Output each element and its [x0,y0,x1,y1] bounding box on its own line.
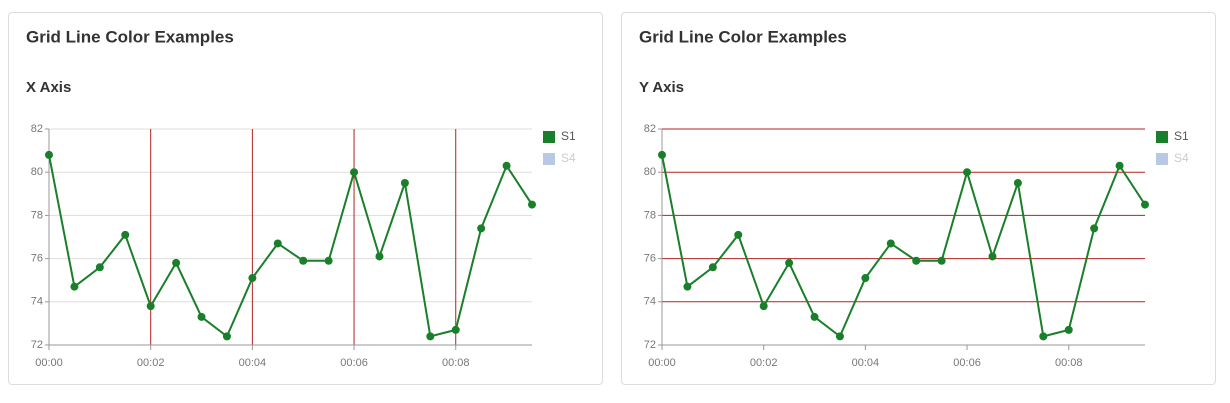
series-line [661,154,1146,338]
data-point [1141,200,1149,209]
data-point [835,332,844,341]
data-point [912,256,921,265]
data-point [1115,161,1124,170]
chart-title: Grid Line Color Examples [26,27,234,46]
data-point [1039,332,1048,341]
chart-card: Grid Line Color Examples X Axis 72 74 76 78 80… [8,12,603,385]
y-tick-label: 72 [31,339,43,351]
chart-subtitle: X Axis [26,79,71,96]
y-tick-label: 82 [644,123,656,135]
x-tick-label: 00:04 [852,357,880,369]
data-point [528,200,536,209]
data-point [477,224,486,233]
data-point [400,179,409,187]
legend-label: S1 [561,129,576,143]
data-point [785,258,794,267]
data-point [299,256,308,265]
data-point [426,332,435,341]
data-point [963,168,972,177]
data-point [451,325,460,334]
y-tick-label: 80 [31,166,43,178]
y-tick-label: 78 [31,209,43,221]
data-point [273,239,282,248]
data-point [375,252,384,261]
data-point [886,239,895,248]
y-tick-label: 74 [644,296,656,308]
x-tick-label: 00:02 [137,357,165,369]
data-point [658,150,666,159]
y-tick-label: 78 [644,209,656,221]
data-point [708,263,717,272]
data-point [324,256,333,265]
x-tick-label: 00:00 [648,357,676,369]
legend-swatch [1156,131,1168,143]
x-tick-label: 00:08 [1055,357,1083,369]
x-tick-label: 00:08 [442,357,470,369]
y-tick-label: 72 [644,339,656,351]
chart-subtitle: Y Axis [639,79,684,96]
x-tick-label: 00:06 [953,357,981,369]
y-tick-label: 82 [31,123,43,135]
data-point [734,230,743,239]
legend-label: S4 [1174,151,1189,165]
x-tick-label: 00:02 [750,357,778,369]
data-point [248,274,257,283]
y-tick-label: 76 [31,253,43,265]
data-point [350,168,359,177]
x-tick-label: 00:00 [35,357,63,369]
data-point [121,230,130,239]
data-point [683,282,692,291]
data-point [1090,224,1099,233]
data-point [70,282,79,291]
data-point [222,332,231,341]
data-point [95,263,104,272]
chart-title: Grid Line Color Examples [639,27,847,46]
data-point [1013,179,1022,187]
data-point [988,252,997,261]
data-point [810,312,819,321]
y-tick-label: 80 [644,166,656,178]
legend-swatch [543,153,555,165]
data-point [759,302,768,311]
legend-label: S4 [561,151,576,165]
legend-swatch [543,131,555,143]
y-tick-label: 76 [644,253,656,265]
data-point [45,150,53,159]
chart: Grid Line Color Examples X Axis 72 74 76 78 80… [26,27,576,369]
x-tick-label: 00:06 [340,357,368,369]
data-point [502,161,511,170]
series-line [48,154,533,338]
data-point [172,258,181,267]
data-point [1064,325,1073,334]
x-tick-label: 00:04 [239,357,267,369]
data-point [197,312,206,321]
data-point [937,256,946,265]
y-tick-label: 74 [31,296,43,308]
data-point [861,274,870,283]
legend-label: S1 [1174,129,1189,143]
chart: Grid Line Color Examples Y Axis 72 74 76 78 80… [639,27,1189,369]
legend-swatch [1156,153,1168,165]
chart-card: Grid Line Color Examples Y Axis 72 74 76 78 80… [621,12,1216,385]
data-point [146,302,155,311]
